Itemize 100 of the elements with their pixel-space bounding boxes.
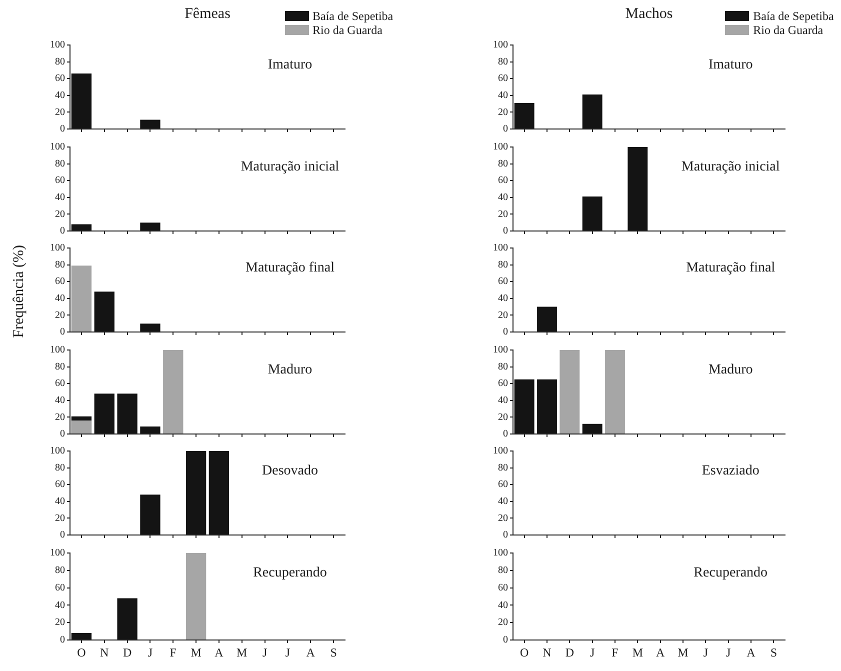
annotation: Maturação inicial xyxy=(240,159,340,174)
y-tick-label: 60 xyxy=(55,582,65,593)
legend-label: Baía de Sepetiba xyxy=(312,9,394,23)
y-tick-label: 80 xyxy=(55,360,65,372)
x-tick-label: J xyxy=(703,644,708,659)
bar xyxy=(537,378,557,433)
y-tick-label: 20 xyxy=(498,106,508,118)
y-tick-label: 20 xyxy=(55,616,65,628)
x-tick-label: O xyxy=(520,644,529,659)
annotation: Maduro xyxy=(268,362,312,378)
x-tick-label: M xyxy=(632,644,644,659)
bar xyxy=(140,426,160,433)
y-tick-label: 0 xyxy=(60,326,65,338)
y-tick-label: 0 xyxy=(503,634,508,646)
annotation: Esvaziado xyxy=(702,464,760,479)
annotation: Imaturo xyxy=(268,58,312,73)
x-tick-label: M xyxy=(190,644,202,659)
bar xyxy=(514,378,534,433)
y-tick-label: 20 xyxy=(55,208,65,220)
bar xyxy=(582,423,602,433)
annotation: Maturação inicial xyxy=(681,159,780,174)
y-tick-label: 40 xyxy=(55,90,65,102)
y-tick-label: 40 xyxy=(498,599,508,610)
x-tick-label: J xyxy=(285,644,290,659)
bar xyxy=(186,552,206,639)
bar xyxy=(605,350,625,433)
x-tick-label: J xyxy=(148,644,153,659)
x-tick-label: A xyxy=(306,644,316,659)
x-tick-label: A xyxy=(656,644,665,659)
y-tick-label: 40 xyxy=(498,192,508,203)
y-tick-label: 80 xyxy=(55,259,65,270)
x-tick-label: A xyxy=(746,644,756,659)
x-tick-label: S xyxy=(330,644,337,659)
x-tick-label: O xyxy=(77,644,86,659)
y-tick-label: 0 xyxy=(503,428,508,440)
y-tick-label: 0 xyxy=(60,634,65,646)
bar xyxy=(140,324,160,332)
y-tick-label: 60 xyxy=(55,479,65,490)
y-tick-label: 40 xyxy=(55,192,65,203)
y-tick-label: 80 xyxy=(55,564,65,576)
annotation: Maduro xyxy=(708,362,753,378)
x-tick-label: J xyxy=(590,644,595,659)
y-tick-label: 80 xyxy=(55,56,65,68)
y-tick-label: 60 xyxy=(498,479,508,490)
y-tick-label: 100 xyxy=(50,547,65,558)
chart-title: Fêmeas xyxy=(184,5,230,23)
y-tick-label: 100 xyxy=(493,141,508,152)
annotation: Maturação final xyxy=(686,260,776,276)
y-tick-label: 100 xyxy=(50,344,65,356)
x-tick-label: S xyxy=(770,644,778,659)
y-tick-label: 40 xyxy=(498,293,508,304)
y-tick-label: 80 xyxy=(55,158,65,169)
legend-label: Baía de Sepetiba xyxy=(753,9,834,23)
y-tick-label: 20 xyxy=(498,512,508,524)
y-tick-label: 60 xyxy=(498,582,508,593)
y-tick-label: 100 xyxy=(493,242,508,254)
y-tick-label: 0 xyxy=(60,225,65,236)
x-tick-label: M xyxy=(678,644,689,659)
annotation: Imaturo xyxy=(708,58,753,73)
x-tick-label: N xyxy=(100,644,110,659)
y-tick-label: 80 xyxy=(498,462,508,474)
chart-title: Machos xyxy=(625,5,673,23)
bar xyxy=(117,598,138,639)
y-tick-label: 40 xyxy=(498,90,508,102)
x-tick-label: A xyxy=(214,644,224,659)
y-tick-label: 100 xyxy=(50,141,65,152)
y-tick-label: 100 xyxy=(50,242,65,254)
bar xyxy=(560,350,580,433)
x-tick-label: M xyxy=(236,644,248,659)
y-tick-label: 100 xyxy=(50,40,65,51)
y-tick-label: 80 xyxy=(498,56,508,68)
y-tick-label: 60 xyxy=(55,378,65,389)
legend-label: Rio da Guarda xyxy=(753,23,824,37)
annotation: Recuperando xyxy=(694,565,768,580)
y-tick-label: 40 xyxy=(498,394,508,406)
y-tick-label: 0 xyxy=(60,124,65,135)
bar xyxy=(94,393,114,433)
bar xyxy=(163,350,184,433)
y-tick-label: 40 xyxy=(55,293,65,304)
y-tick-label: 100 xyxy=(50,446,65,457)
y-tick-label: 0 xyxy=(503,225,508,236)
y-tick-label: 80 xyxy=(498,564,508,576)
y-tick-label: 60 xyxy=(498,378,508,389)
y-tick-label: 20 xyxy=(55,106,65,118)
y-tick-label: 0 xyxy=(503,124,508,135)
x-tick-label: D xyxy=(122,644,132,659)
y-tick-label: 60 xyxy=(55,276,65,288)
y-tick-label: 80 xyxy=(55,462,65,474)
y-tick-label: 80 xyxy=(498,360,508,372)
annotation: Recuperando xyxy=(253,565,327,580)
y-tick-label: 40 xyxy=(55,599,65,610)
y-tick-label: 20 xyxy=(498,411,508,422)
y-tick-label: 20 xyxy=(498,616,508,628)
y-tick-label: 40 xyxy=(55,394,65,406)
bar xyxy=(71,632,92,639)
y-tick-label: 20 xyxy=(55,512,65,524)
y-tick-label: 100 xyxy=(493,547,508,558)
y-tick-label: 20 xyxy=(55,310,65,321)
y-tick-label: 60 xyxy=(498,174,508,186)
annotation: Maturação final xyxy=(245,260,335,276)
